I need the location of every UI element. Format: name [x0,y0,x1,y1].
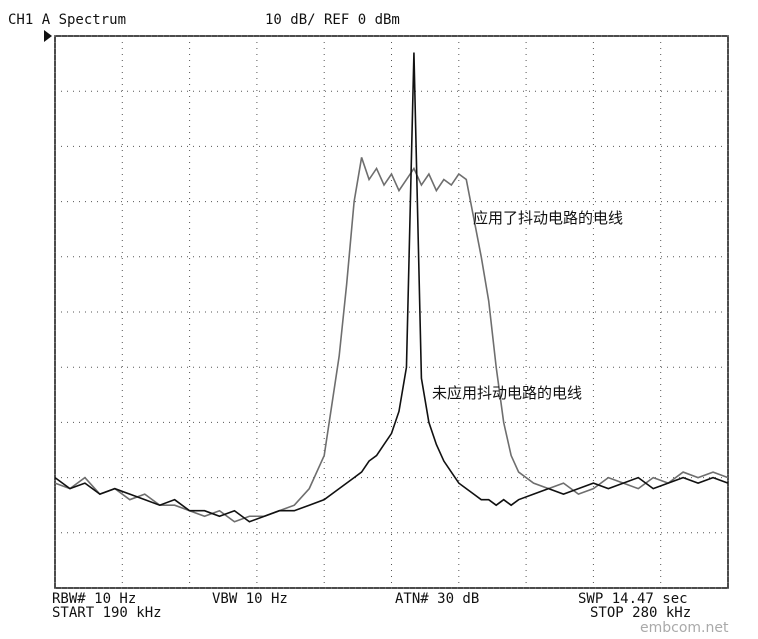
rbw: RBW# 10 Hz [52,591,136,607]
trace-label: 未应用抖动电路的电线 [432,384,582,402]
sweep: SWP 14.47 sec [578,591,688,607]
scale-label: 10 dB/ REF 0 dBm [265,12,400,28]
vbw: VBW 10 Hz [212,591,288,607]
trace-label: 应用了抖动电路的电线 [473,209,623,227]
atn: ATN# 30 dB [395,591,479,607]
ref-marker [44,30,52,42]
channel-title: CH1 A Spectrum [8,12,126,28]
stop-freq: STOP 280 kHz [590,605,691,621]
watermark: embcom.net [640,620,729,636]
trace [54,157,729,523]
trace [54,52,729,523]
start-freq: START 190 kHz [52,605,162,621]
